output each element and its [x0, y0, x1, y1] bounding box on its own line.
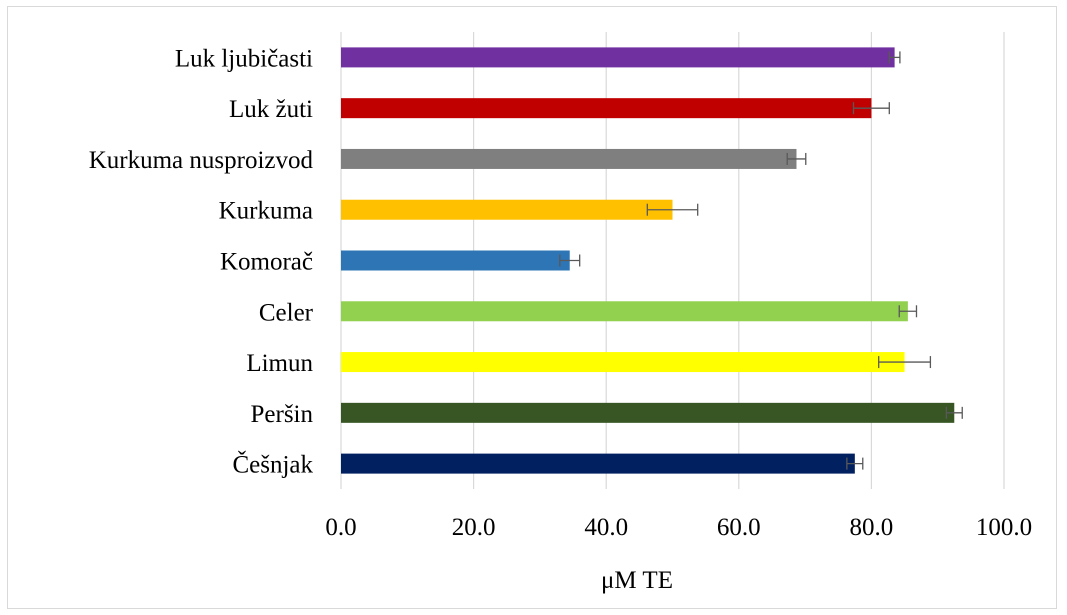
category-label: Kurkuma	[219, 198, 313, 225]
error-bar	[852, 102, 890, 115]
error-bar	[846, 457, 864, 470]
category-label: Celer	[259, 299, 314, 326]
category-label: Češnjak	[232, 451, 313, 479]
x-tick-label: 100.0	[976, 514, 1032, 541]
bar	[341, 148, 797, 169]
x-tick-label: 80.0	[850, 514, 894, 541]
bar	[341, 98, 872, 119]
error-bar	[888, 51, 901, 64]
category-label: Komorač	[220, 249, 313, 276]
bar	[341, 199, 673, 220]
bars	[341, 47, 955, 474]
bar	[341, 352, 905, 373]
error-bar	[786, 152, 807, 165]
bar	[341, 402, 955, 423]
category-label: Luk ljubičasti	[175, 45, 313, 72]
error-bar	[646, 203, 699, 216]
x-tick-label: 40.0	[584, 514, 628, 541]
x-tick-label: 20.0	[452, 514, 496, 541]
error-bar	[559, 254, 581, 267]
error-bar	[898, 305, 918, 318]
category-label: Peršin	[251, 401, 314, 428]
error-bar	[945, 406, 963, 419]
bar	[341, 453, 855, 474]
error-bars	[559, 51, 963, 470]
bar	[341, 47, 895, 68]
x-tick-label: 0.0	[325, 514, 356, 541]
bar	[341, 250, 570, 271]
x-tick-label: 60.0	[717, 514, 761, 541]
bar	[341, 301, 908, 322]
category-label: Kurkuma nusproizvod	[89, 147, 314, 174]
x-tick-labels: 0.0 20.0 40.0 60.0 80.0 100.0	[325, 514, 1032, 541]
x-axis-label: μM TE	[601, 567, 673, 594]
error-bar	[878, 356, 932, 369]
category-label: Limun	[246, 350, 313, 377]
category-label: Luk žuti	[229, 96, 313, 123]
category-labels: Luk ljubičasti Luk žuti Kurkuma nusproizvo…	[89, 45, 314, 478]
